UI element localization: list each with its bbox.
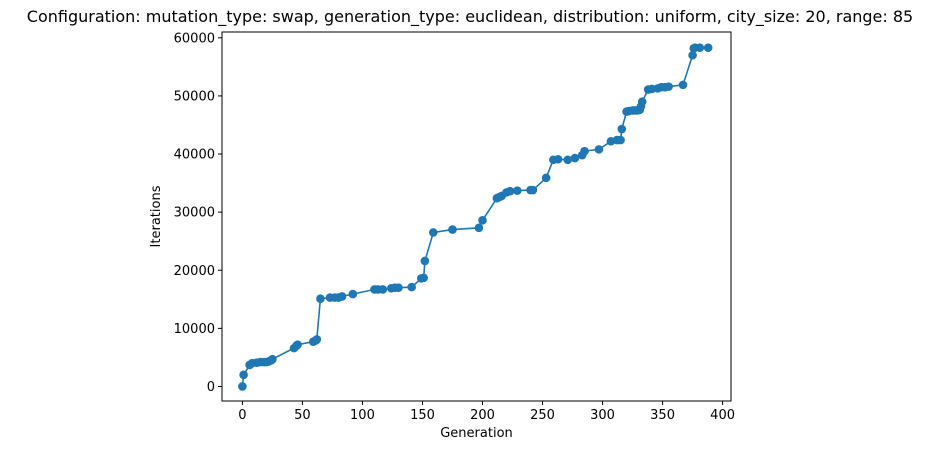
data-point [478,215,487,225]
data-point [580,146,589,156]
data-point [394,283,403,292]
data-point [570,153,580,163]
data-point [637,97,647,107]
y-tick-label: 10000 [174,322,215,337]
y-tick-label: 30000 [174,206,215,221]
data-point [688,50,697,60]
data-point [616,135,625,145]
x-axis: 0 50 100 150 200 250 300 350 400 [238,401,735,423]
data-point [513,186,522,195]
x-tick-label: 0 [238,408,246,423]
data-point [268,354,277,364]
plot-area [221,31,732,402]
data-point [594,145,604,154]
data-point [678,80,688,90]
x-tick-label: 150 [410,408,435,423]
x-tick-label: 50 [294,408,311,423]
data-point [563,155,573,165]
plot-frame [221,31,732,402]
x-tick-label: 400 [710,408,735,423]
data-point [528,185,538,195]
y-tick-label: 20000 [174,264,215,279]
data-point [407,282,416,292]
data-point [293,340,302,349]
data-point [420,256,430,266]
data-point [664,82,673,91]
y-axis: 0 10000 20000 30000 40000 50000 60000 [174,31,222,395]
data-point [703,43,713,52]
data-point [448,225,457,234]
x-tick-label: 250 [530,408,555,423]
x-tick-label: 300 [590,408,615,423]
data-point [238,382,247,391]
x-tick-label: 100 [350,408,375,423]
data-point [316,294,325,304]
data-point [695,43,705,52]
series-line [241,46,709,387]
data-point [337,292,347,301]
data-point [474,223,484,233]
y-tick-label: 40000 [174,148,215,163]
x-tick-label: 350 [650,408,675,423]
data-point [553,154,563,164]
y-axis-label: Iterations [149,185,164,247]
data-point [428,228,438,237]
x-axis-label: Generation [440,426,513,441]
chart-title: Configuration: mutation_type: swap, gene… [27,7,913,27]
data-point [378,285,388,294]
data-point [617,124,627,134]
y-tick-label: 0 [207,380,215,395]
y-tick-label: 50000 [174,89,215,104]
data-point [239,370,248,380]
data-point [419,273,428,283]
data-point [541,173,551,183]
x-tick-label: 200 [470,408,495,423]
data-point [312,335,322,344]
data-point [505,186,515,196]
data-point [348,289,358,299]
series-group [238,43,713,391]
y-tick-label: 60000 [174,31,215,46]
